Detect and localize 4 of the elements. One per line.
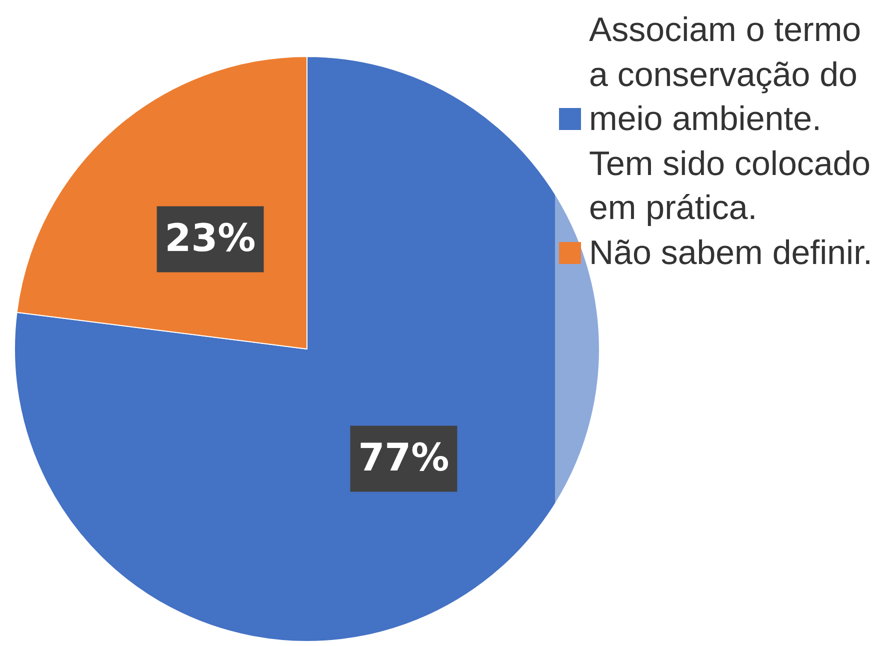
data-label: 77% [358,436,450,480]
data-label: 23% [164,216,256,260]
legend-label: Associam o termo a conservação do meio ambiente. Tem sido colocado em prática. [589,10,872,229]
legend-label: Não sabem definir. [589,232,874,274]
